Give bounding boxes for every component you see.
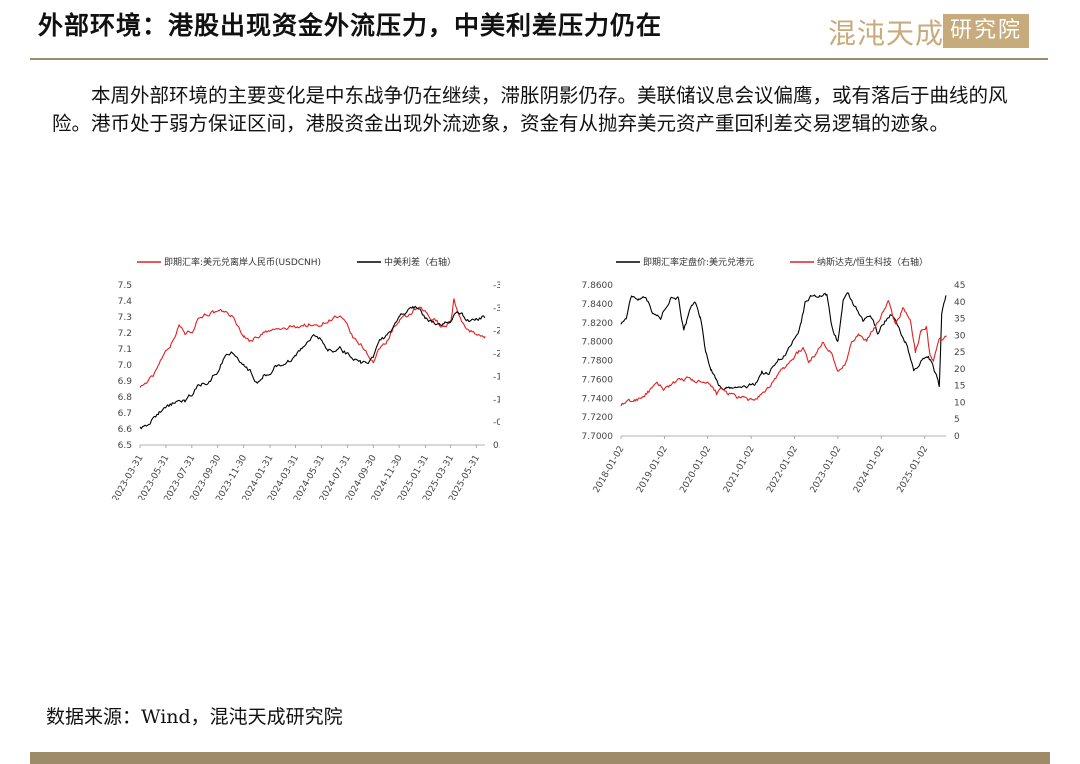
legend-label: 即期汇率:美元兑离岸人民币(USDCNH)	[164, 256, 321, 268]
series-line-1	[139, 298, 486, 388]
y-left-tick-label: 6.6	[118, 425, 133, 435]
y-left-tick-label: 7.4	[118, 297, 133, 307]
x-tick-label: 2021-01-02	[722, 445, 757, 495]
brand-logo: 混沌天成 研究院	[828, 12, 1029, 52]
y-left-tick-label: 6.9	[118, 377, 133, 387]
y-left-tick-label: 7.7000	[582, 432, 614, 442]
y-right-tick-label: 40	[954, 298, 966, 308]
y-right-tick-label: -1.5	[493, 372, 500, 382]
y-right-tick-label: -1.0	[493, 395, 500, 405]
brand-wordmark: 混沌天成	[828, 17, 945, 50]
y-right-tick-label: 15	[954, 382, 965, 392]
x-tick-label: 2018-01-02	[592, 445, 627, 495]
series-line-2	[139, 305, 486, 430]
y-right-tick-label: 5	[954, 415, 960, 425]
y-right-tick-label: 35	[954, 315, 965, 325]
series-line-2	[620, 300, 947, 407]
x-tick-label: 2019-01-02	[635, 445, 670, 495]
y-left-tick-label: 7.7400	[582, 394, 614, 404]
y-left-tick-label: 6.8	[118, 393, 133, 403]
y-right-tick-label: -3.0	[493, 304, 500, 314]
legend-label: 纳斯达克/恒生科技（右轴）	[817, 256, 928, 268]
y-right-tick-label: 45	[954, 281, 965, 291]
y-left-tick-label: 7.7800	[582, 357, 614, 367]
y-right-tick-label: -2.5	[493, 327, 500, 337]
y-left-tick-label: 7.5	[118, 281, 132, 291]
y-right-tick-label: 25	[954, 348, 965, 358]
series-line-1	[620, 292, 947, 391]
source-note: 数据来源：Wind，混沌天成研究院	[46, 706, 343, 728]
x-tick-label: 2025-01-02	[896, 445, 931, 495]
y-left-tick-label: 7.8400	[582, 300, 614, 310]
y-left-tick-label: 7.8600	[582, 281, 614, 291]
x-tick-label: 2023-01-02	[809, 445, 844, 495]
x-tick-label: 2024-01-02	[852, 445, 887, 495]
y-left-tick-label: 7.8000	[582, 338, 614, 348]
chart-usdhkd-nasdaq-hstech: 即期汇率定盘价:美元兑港元 纳斯达克/恒生科技（右轴） 7.7000 7.7200 7.…	[576, 240, 976, 500]
y-left-tick-label: 7.7600	[582, 375, 614, 385]
x-tick-label: 2020-01-02	[678, 445, 713, 495]
y-right-tick-label: -0.5	[493, 418, 500, 428]
y-left-tick-label: 7.3	[118, 313, 132, 323]
y-left-tick-label: 6.5	[118, 441, 132, 451]
legend-label: 中美利差（右轴）	[384, 256, 456, 268]
footer-bar	[30, 752, 1050, 764]
page-title: 外部环境：港股出现资金外流压力，中美利差压力仍在	[38, 11, 663, 40]
chart-usdhkd-nasdaq-hstech-svg: 即期汇率定盘价:美元兑港元 纳斯达克/恒生科技（右轴） 7.7000 7.7200 7.…	[582, 256, 966, 495]
y-left-tick-label: 6.7	[118, 409, 132, 419]
y-left-tick-label: 7.2	[118, 329, 132, 339]
y-left-tick-label: 7.1	[118, 345, 132, 355]
chart-usdcnh-spread: 即期汇率:美元兑离岸人民币(USDCNH) 中美利差（右轴） 6.5 6.6 6.7 6.…	[95, 240, 511, 504]
y-right-tick-label: 30	[954, 331, 966, 341]
chart-usdcnh-spread-svg: 即期汇率:美元兑离岸人民币(USDCNH) 中美利差（右轴） 6.5 6.6 6.7 6.…	[111, 256, 511, 504]
legend-label: 即期汇率定盘价:美元兑港元	[643, 256, 754, 268]
header-rule	[30, 58, 1048, 60]
y-right-tick-label: -3.5	[493, 281, 500, 291]
y-left-tick-label: 7.7200	[582, 413, 614, 423]
y-right-tick-label: 20	[954, 365, 966, 375]
y-right-tick-label: 0	[954, 432, 960, 442]
y-right-tick-label: 10	[954, 398, 966, 408]
brand-seal: 研究院	[943, 14, 1029, 48]
y-left-tick-label: 7.0	[118, 361, 133, 371]
intro-paragraph: 本周外部环境的主要变化是中东战争仍在继续，滞胀阴影仍存。美联储议息会议偏鹰，或有…	[52, 84, 1008, 135]
y-right-tick-label: 0.0	[493, 441, 500, 451]
y-right-tick-label: -2.0	[493, 350, 500, 360]
x-tick-label: 2022-01-02	[765, 445, 800, 495]
y-left-tick-label: 7.8200	[582, 319, 614, 329]
